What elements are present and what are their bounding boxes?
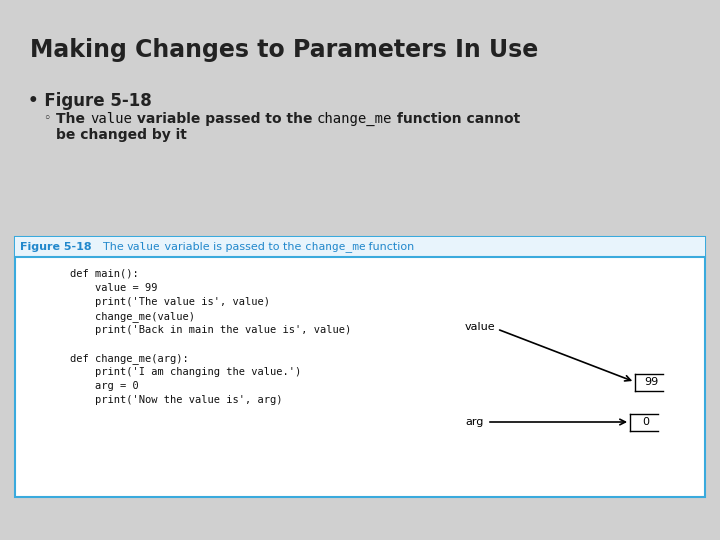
Text: print('I am changing the value.'): print('I am changing the value.') [70,367,301,377]
Text: 99: 99 [644,377,658,387]
Text: 0: 0 [642,417,649,427]
Text: arg = 0: arg = 0 [70,381,139,391]
FancyBboxPatch shape [15,237,705,497]
Text: Figure 5-18: Figure 5-18 [20,242,91,252]
Text: value: value [465,322,495,332]
Text: function cannot: function cannot [392,112,521,126]
Text: def change_me(arg):: def change_me(arg): [70,353,189,364]
Text: ◦: ◦ [44,112,55,125]
Text: function: function [365,242,415,252]
Text: change_me: change_me [305,241,365,253]
Text: change_me: change_me [317,112,392,126]
Text: be changed by it: be changed by it [56,128,187,142]
FancyBboxPatch shape [15,237,705,257]
Text: The: The [96,242,127,252]
Text: value: value [90,112,132,126]
Text: def main():: def main(): [70,269,139,279]
Text: value = 99: value = 99 [70,283,158,293]
Text: • Figure 5-18: • Figure 5-18 [28,92,152,110]
Text: print('Now the value is', arg): print('Now the value is', arg) [70,395,282,405]
Text: The: The [56,112,90,126]
Text: print('Back in main the value is', value): print('Back in main the value is', value… [70,325,351,335]
Text: print('The value is', value): print('The value is', value) [70,297,270,307]
Text: value: value [127,242,161,252]
Text: Making Changes to Parameters In Use: Making Changes to Parameters In Use [30,38,539,62]
Text: arg: arg [465,417,483,427]
Text: variable is passed to the: variable is passed to the [161,242,305,252]
Text: change_me(value): change_me(value) [70,311,195,322]
Text: variable passed to the: variable passed to the [132,112,317,126]
